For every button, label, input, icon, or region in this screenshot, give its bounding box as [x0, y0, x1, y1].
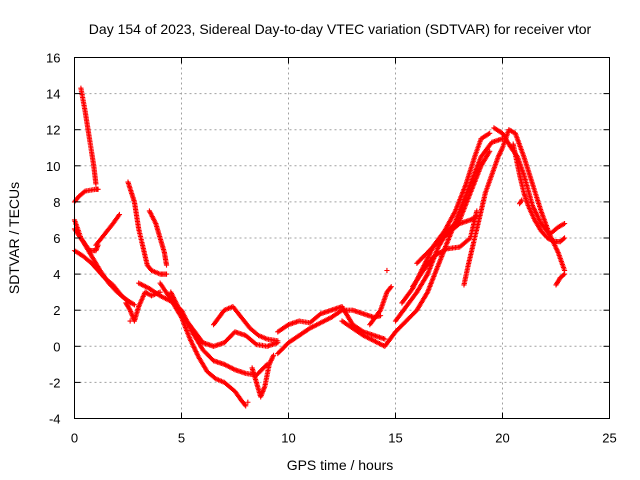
- y-tick-label: 12: [46, 123, 60, 138]
- grid: [74, 57, 610, 419]
- data-points: [71, 85, 568, 409]
- data-point: [377, 313, 384, 319]
- x-tick-label: 5: [178, 431, 185, 446]
- y-tick-label: 6: [53, 231, 60, 246]
- data-point: [561, 235, 568, 241]
- data-point: [384, 267, 390, 274]
- data-point: [93, 181, 99, 187]
- data-point: [487, 130, 493, 136]
- axis-ticks: 0 5 10 15 20 25 -4 -2 0 2 4 6 8 10 12 14 16: [46, 51, 617, 446]
- data-point: [245, 399, 251, 405]
- data-point: [382, 336, 388, 342]
- y-tick-label: 14: [46, 87, 60, 102]
- data-point: [95, 186, 101, 192]
- y-tick-label: -4: [49, 412, 61, 427]
- x-tick-label: 15: [388, 431, 402, 446]
- y-tick-label: 8: [53, 195, 60, 210]
- x-tick-label: 10: [281, 431, 295, 446]
- data-point: [131, 302, 138, 308]
- y-axis-label: SDTVAR / TECUs: [6, 182, 22, 294]
- data-point: [81, 189, 87, 195]
- data-point: [116, 211, 123, 218]
- data-point: [487, 148, 493, 154]
- y-tick-label: 4: [53, 267, 60, 282]
- data-point: [387, 285, 393, 291]
- data-point: [560, 236, 567, 242]
- data-point: [561, 220, 568, 227]
- chart-title: Day 154 of 2023, Sidereal Day-to-day VTE…: [89, 21, 592, 37]
- x-tick-label: 0: [71, 431, 78, 446]
- y-tick-label: -2: [49, 375, 61, 390]
- data-point: [127, 318, 133, 324]
- y-tick-label: 2: [53, 303, 60, 318]
- data-point: [243, 403, 249, 409]
- x-axis-label: GPS time / hours: [287, 457, 394, 473]
- data-point: [270, 352, 277, 358]
- data-point: [560, 272, 567, 278]
- x-tick-label: 20: [495, 431, 509, 446]
- data-point: [163, 262, 170, 268]
- y-tick-label: 10: [46, 159, 60, 174]
- data-point: [163, 271, 170, 277]
- y-tick-label: 0: [53, 339, 60, 354]
- y-tick-label: 16: [46, 51, 60, 66]
- x-tick-label: 25: [602, 431, 616, 446]
- data-point: [519, 197, 525, 203]
- data-point: [242, 402, 248, 408]
- data-point: [275, 338, 281, 344]
- data-point: [388, 284, 394, 290]
- data-point: [561, 271, 568, 277]
